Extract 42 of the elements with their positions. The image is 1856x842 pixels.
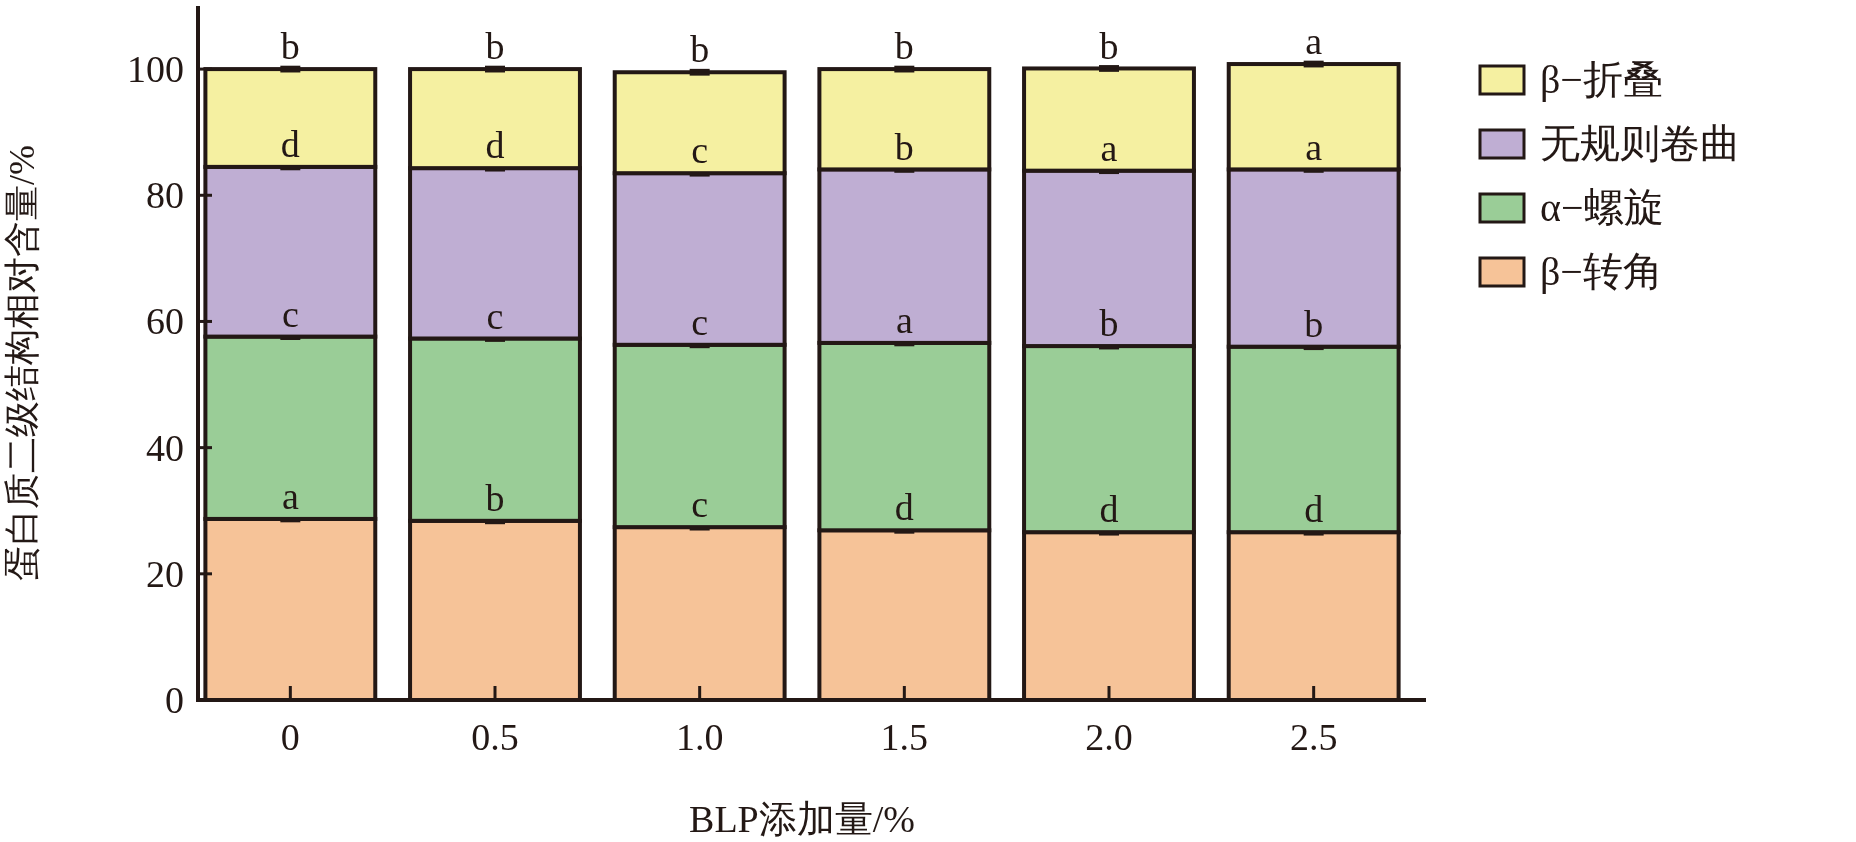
data-label: b [485,25,505,68]
data-label: a [1100,126,1118,169]
data-label: a [1305,20,1323,63]
y-tick-label: 0 [165,679,184,721]
y-tick-label: 80 [146,174,184,217]
y-tick-label: 40 [146,426,184,469]
y-tick-label: 20 [146,552,184,595]
legend-label: 无规则卷曲 [1540,121,1740,166]
data-label: c [691,483,709,526]
x-axis-title: BLP添加量/% [689,798,915,840]
x-tick-label: 0.5 [471,716,519,758]
data-label: b [690,28,710,71]
x-tick-label: 2.0 [1085,716,1133,758]
legend-label: β−转角 [1540,249,1663,294]
data-label: b [1099,302,1119,345]
x-tick-label: 2.5 [1289,716,1338,758]
data-label: c [691,300,709,343]
data-label: b [894,125,914,168]
y-tick-label: 60 [146,300,184,343]
data-label: b [894,25,914,68]
data-label: a [895,299,913,342]
data-label: c [486,294,504,337]
legend-label: α−螺旋 [1540,185,1664,230]
data-label: c [281,292,299,335]
x-tick-label: 0 [280,716,300,758]
x-tick-label: 1.5 [880,716,929,758]
data-label: d [280,122,300,165]
y-axis-title: 蛋白质二级结构相对含量/% [2,145,42,581]
data-label: a [1305,125,1323,168]
legend-label: β−折叠 [1540,57,1663,102]
x-tick-label: 1.0 [675,716,724,758]
data-label: a [281,475,299,518]
y-tick-label: 100 [127,48,184,91]
data-label: c [691,129,709,172]
data-label: b [1099,24,1119,67]
data-label: d [1304,488,1324,531]
data-label: b [1304,302,1324,345]
data-label: b [485,476,505,519]
data-label: d [894,486,914,529]
data-label: d [485,124,505,167]
data-label: b [280,25,300,68]
data-label: d [1099,488,1119,531]
